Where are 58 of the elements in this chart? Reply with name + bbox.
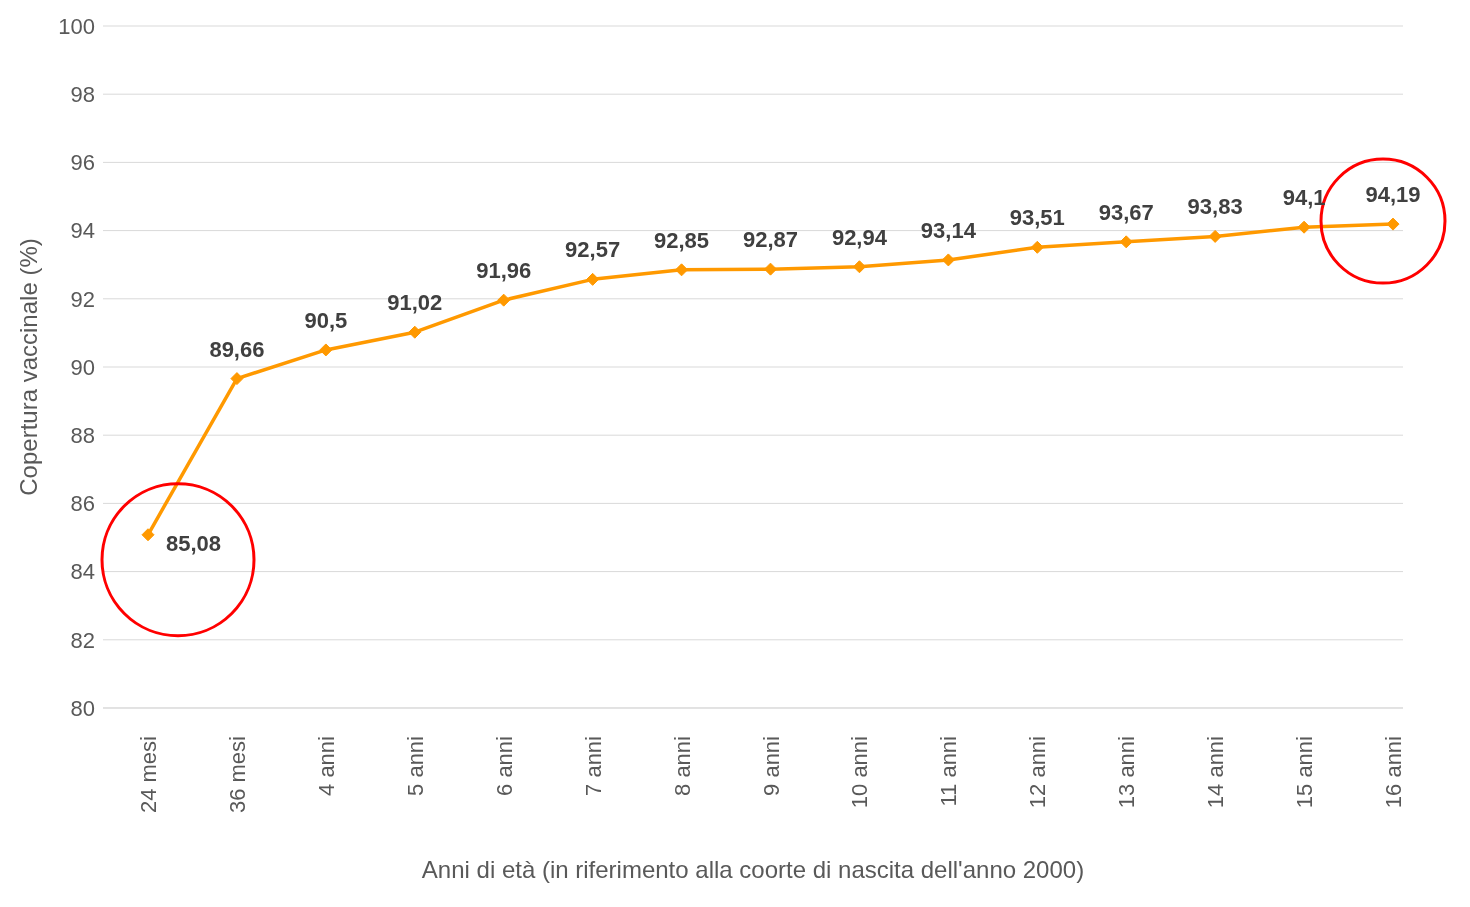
x-tick-label: 5 anni — [402, 736, 428, 796]
y-tick-label: 88 — [70, 423, 95, 449]
data-label: 93,83 — [1187, 194, 1243, 220]
point — [1208, 229, 1222, 243]
data-label: 93,51 — [1009, 205, 1065, 231]
x-tick-label: 9 anni — [758, 736, 784, 796]
y-tick-label: 98 — [70, 82, 95, 108]
point — [941, 253, 955, 267]
point — [230, 372, 244, 386]
y-tick-label: 94 — [70, 218, 95, 244]
x-tick-label: 36 mesi — [224, 736, 250, 814]
data-label: 94,19 — [1365, 182, 1421, 208]
x-tick-label: 11 anni — [936, 736, 962, 807]
data-label: 89,66 — [209, 336, 265, 362]
x-tick-label: 12 anni — [1025, 736, 1051, 809]
x-tick-label: 15 anni — [1292, 736, 1318, 809]
data-label: 93,67 — [1098, 199, 1154, 225]
data-label: 93,14 — [920, 217, 977, 243]
data-label: 92,57 — [565, 237, 621, 263]
point — [497, 293, 511, 307]
point — [319, 343, 333, 357]
y-tick-label: 82 — [70, 627, 95, 653]
point — [764, 262, 777, 276]
x-tick-label: 24 mesi — [136, 736, 161, 814]
y-tick-label: 100 — [58, 13, 95, 39]
y-tick-label: 80 — [70, 695, 95, 721]
y-tick-label: 86 — [70, 491, 95, 517]
y-tick-label: 96 — [70, 150, 95, 176]
y-tick-label: 92 — [70, 286, 95, 312]
x-tick-label: 10 anni — [847, 736, 873, 809]
x-tick-label: 4 anni — [313, 736, 339, 796]
x-tick-label: 8 anni — [669, 736, 695, 796]
data-label: 92,87 — [742, 227, 799, 253]
y-tick-label: 84 — [70, 559, 95, 585]
point — [1386, 217, 1400, 231]
data-label: 94,1 — [1282, 185, 1326, 211]
x-tick-label: 14 anni — [1203, 736, 1229, 809]
y-tick-label: 90 — [70, 354, 95, 380]
y-axis-title: Copertura vaccinale (%) — [14, 238, 42, 496]
data-label: 92,85 — [654, 227, 710, 253]
point — [408, 325, 422, 339]
point — [1119, 235, 1133, 249]
point — [1297, 220, 1311, 234]
data-label: 91,96 — [476, 258, 532, 284]
x-tick-label: 7 anni — [580, 736, 606, 796]
x-axis-title: Anni di età (in riferimento alla coorte di nascita dell'anno 2000) — [421, 856, 1085, 883]
point — [675, 263, 689, 277]
point — [852, 260, 866, 274]
data-label: 92,94 — [831, 224, 888, 250]
x-tick-label: 13 anni — [1114, 736, 1140, 809]
data-label: 85,08 — [166, 530, 222, 556]
data-label: 91,02 — [387, 290, 443, 316]
data-label: 90,5 — [304, 307, 348, 333]
x-tick-label: 6 anni — [491, 736, 517, 796]
x-tick-label: 16 anni — [1381, 736, 1406, 809]
point — [586, 272, 600, 286]
point — [141, 528, 155, 542]
point — [1030, 240, 1044, 254]
